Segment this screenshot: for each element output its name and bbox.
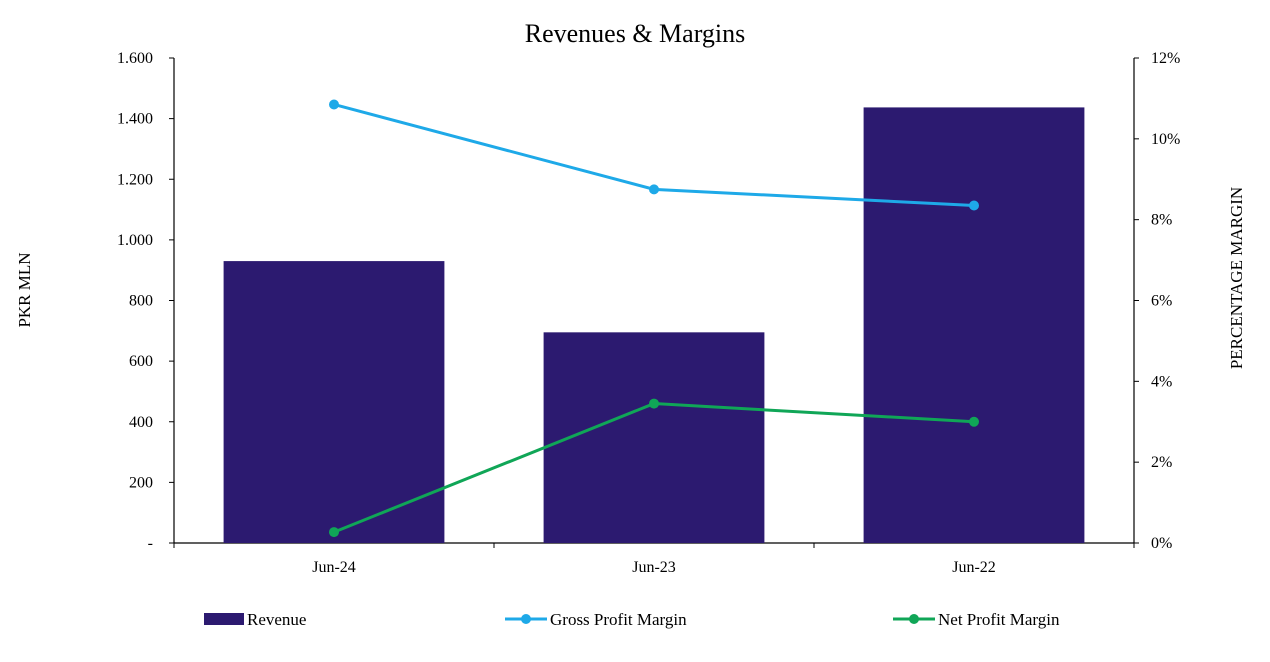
plot-area: - 200 400 600 800 1.000 1.200 1.400 1.600 0% 2% 4% 6… — [117, 50, 1180, 576]
bar-revenue — [543, 332, 765, 543]
legend-label-revenue: Revenue — [247, 610, 306, 629]
y-tick-label: 1.400 — [117, 111, 153, 128]
point-gross-profit-margin — [649, 184, 659, 195]
legend-label-net-profit-margin: Net Profit Margin — [938, 610, 1060, 629]
y2-tick-label: 10% — [1151, 131, 1180, 148]
y-tick-label: 400 — [129, 414, 153, 431]
legend-marker-gross-profit-margin — [521, 614, 531, 624]
y-tick-label: 1.000 — [117, 232, 153, 249]
legend-label-gross-profit-margin: Gross Profit Margin — [550, 610, 687, 629]
y2-tick-label: 0% — [1151, 535, 1172, 552]
bar-revenue — [863, 107, 1085, 544]
y2-tick-label: 2% — [1151, 454, 1172, 471]
point-gross-profit-margin — [969, 200, 979, 211]
y2-tick-label: 8% — [1151, 212, 1172, 229]
y-tick-label: 800 — [129, 293, 153, 310]
bar-revenue — [223, 261, 445, 543]
y-tick-label: 600 — [129, 353, 153, 370]
point-gross-profit-margin — [329, 99, 339, 110]
x-tick-label: Jun-24 — [312, 559, 356, 576]
x-tick-label: Jun-22 — [952, 559, 996, 576]
point-net-profit-margin — [329, 527, 339, 538]
y2-axis-label: PERCENTAGE MARGIN — [1227, 187, 1246, 369]
y-axis-label: PKR MLN — [15, 252, 34, 327]
chart-title: Revenues & Margins — [525, 19, 746, 48]
legend-marker-net-profit-margin — [909, 614, 919, 624]
legend-swatch-revenue — [204, 613, 244, 625]
y-tick-label: 1.600 — [117, 50, 153, 67]
point-net-profit-margin — [969, 416, 979, 427]
y2-tick-label: 6% — [1151, 293, 1172, 310]
y-tick-label: 1.200 — [117, 171, 153, 188]
y2-tick-label: 4% — [1151, 373, 1172, 390]
y2-tick-label: 12% — [1151, 50, 1180, 67]
y-tick-label: 200 — [129, 474, 153, 491]
point-net-profit-margin — [649, 398, 659, 409]
y-tick-label: - — [148, 535, 153, 552]
legend: Revenue Gross Profit Margin Net Profit Mar… — [204, 610, 1060, 629]
x-tick-label: Jun-23 — [632, 559, 676, 576]
